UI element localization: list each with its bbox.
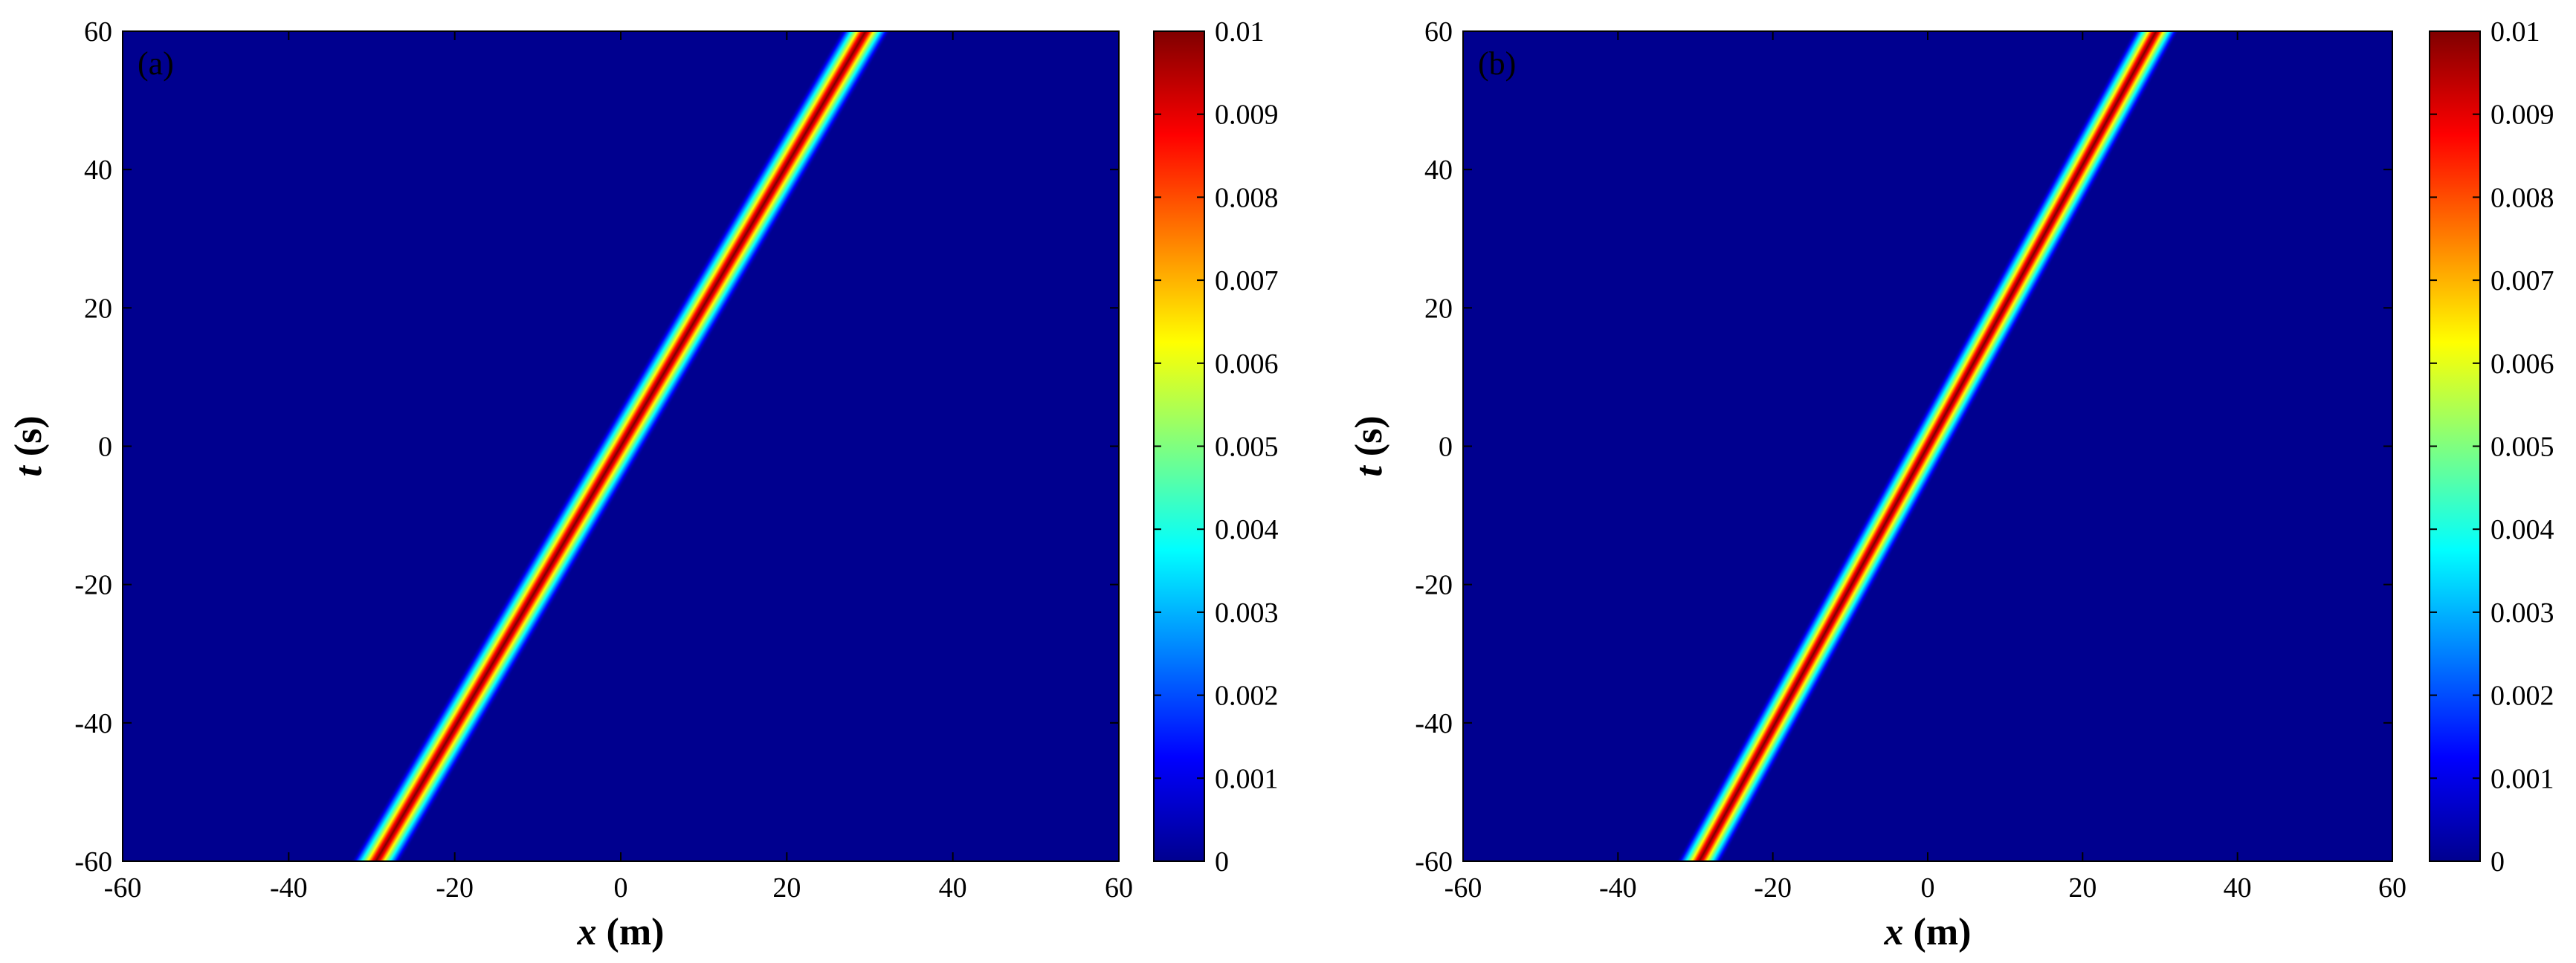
x-tick-label: 0 bbox=[1921, 872, 1935, 904]
y-tick-label: 20 bbox=[1424, 293, 1453, 324]
colorbar-tick-label: 0 bbox=[2491, 846, 2505, 878]
colorbar-tick-label: 0.01 bbox=[1215, 16, 1265, 48]
y-tick-label: 60 bbox=[1424, 16, 1453, 48]
y-tick-label: -60 bbox=[1415, 846, 1453, 878]
soliton-ridge bbox=[349, 31, 892, 861]
x-axis-label: x (m) bbox=[577, 911, 665, 953]
colorbar-tick-label: 0.009 bbox=[2491, 100, 2554, 131]
colorbar-tick-label: 0.002 bbox=[2491, 681, 2554, 712]
panel-b: -60 -40 -20 0 20 40 60 -60 -40 -20 0 20 40 60 (b) x (m)… bbox=[1348, 16, 2554, 953]
colorbar-tick-label: 0.004 bbox=[2491, 514, 2554, 545]
y-tick-label: -20 bbox=[74, 570, 112, 601]
colorbar-tick-label: 0.005 bbox=[2491, 432, 2554, 463]
y-tick-label: -40 bbox=[74, 708, 112, 739]
colorbar-tick-label: 0 bbox=[1215, 846, 1229, 878]
colorbar-tick-label: 0.007 bbox=[1215, 265, 1279, 296]
colorbar-tick-label: 0.004 bbox=[1215, 514, 1279, 545]
x-tick-label: 40 bbox=[939, 872, 967, 904]
colorbar-tick-label: 0.006 bbox=[1215, 348, 1279, 380]
colorbar-tick-label: 0.006 bbox=[2491, 348, 2554, 380]
colorbar-tick-label: 0.002 bbox=[1215, 681, 1279, 712]
colorbar bbox=[2430, 31, 2480, 861]
y-tick-label: 0 bbox=[98, 432, 112, 463]
x-tick-label: -40 bbox=[1599, 872, 1637, 904]
colorbar bbox=[1154, 31, 1204, 861]
y-tick-label: 40 bbox=[84, 155, 112, 186]
y-tick-label: 20 bbox=[84, 293, 112, 324]
colorbar-tick-label: 0.003 bbox=[1215, 597, 1279, 629]
y-axis-label: t (s) bbox=[7, 415, 50, 476]
x-tick-label: -20 bbox=[436, 872, 474, 904]
colorbar-tick-label: 0.007 bbox=[2491, 265, 2554, 296]
x-tick-label: 40 bbox=[2224, 872, 2252, 904]
panel-label: (b) bbox=[1478, 45, 1516, 82]
x-tick-label: 0 bbox=[614, 872, 628, 904]
soliton-ridge bbox=[1673, 31, 2182, 861]
y-tick-label: 0 bbox=[1439, 432, 1453, 463]
x-tick-label: -60 bbox=[1444, 872, 1482, 904]
colorbar-tick-label: 0.003 bbox=[2491, 597, 2554, 629]
colorbar-tick-label: 0.005 bbox=[1215, 432, 1279, 463]
colorbar-tick-label: 0.001 bbox=[2491, 763, 2554, 794]
panel-a: -60 -40 -20 0 20 40 60 -60 -40 -20 0 20 40 60 (a) x (m)… bbox=[7, 16, 1279, 953]
y-tick-label: -60 bbox=[74, 846, 112, 878]
colorbar-tick-label: 0.008 bbox=[2491, 182, 2554, 213]
x-tick-label: -20 bbox=[1754, 872, 1792, 904]
x-tick-label: 20 bbox=[772, 872, 801, 904]
x-tick-label: -60 bbox=[104, 872, 142, 904]
colorbar-tick-label: 0.009 bbox=[1215, 100, 1279, 131]
colorbar-tick-label: 0.001 bbox=[1215, 763, 1279, 794]
x-tick-label: 20 bbox=[2068, 872, 2096, 904]
colorbar-tick-label: 0.008 bbox=[1215, 182, 1279, 213]
x-tick-label: -40 bbox=[270, 872, 308, 904]
y-axis-label: t (s) bbox=[1348, 415, 1390, 476]
x-tick-label: 60 bbox=[2378, 872, 2406, 904]
x-tick-label: 60 bbox=[1105, 872, 1133, 904]
panel-label: (a) bbox=[138, 45, 174, 82]
x-axis-label: x (m) bbox=[1884, 911, 1972, 953]
y-tick-label: 60 bbox=[84, 16, 112, 48]
y-tick-label: -20 bbox=[1415, 570, 1453, 601]
y-tick-label: -40 bbox=[1415, 708, 1453, 739]
colorbar-tick-label: 0.01 bbox=[2491, 16, 2540, 48]
y-tick-label: 40 bbox=[1424, 155, 1453, 186]
